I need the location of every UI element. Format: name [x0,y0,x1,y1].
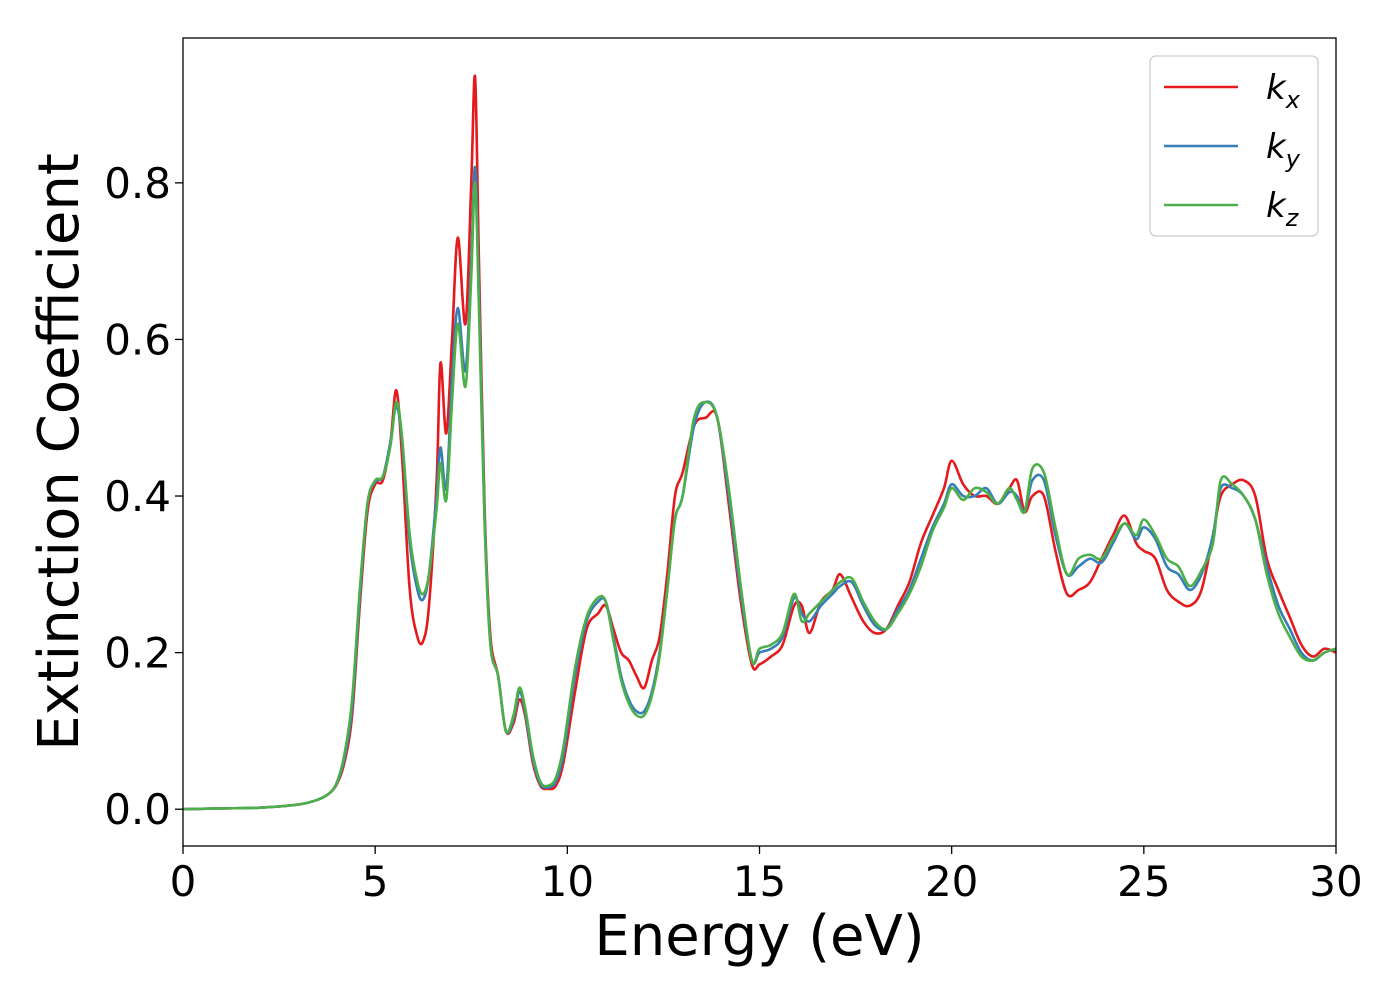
x-tick-label: 30 [1309,857,1362,906]
x-tick-label: 25 [1117,857,1170,906]
legend-label-kx: kx [1266,68,1301,114]
y-tick-label: 0.4 [104,472,171,521]
series-line-kz [183,181,1336,811]
x-tick-label: 0 [170,857,197,906]
x-axis: 0 5 10 15 20 25 30 [170,846,1363,906]
x-tick-label: 5 [362,857,389,906]
y-tick-label: 0.0 [104,785,171,834]
x-axis-label: Energy (eV) [594,904,924,969]
series-layer [183,74,1336,811]
y-tick-label: 0.2 [104,629,171,678]
x-tick-label: 10 [541,857,594,906]
y-tick-label: 0.6 [104,315,171,364]
x-tick-label: 20 [925,857,978,906]
y-tick-label: 0.8 [104,159,171,208]
legend-label-ky: ky [1266,127,1301,173]
y-axis-label: Extinction Coefficient [27,153,92,751]
plot-frame [182,37,1337,847]
legend-label-kz: kz [1266,186,1300,232]
y-axis: 0.0 0.2 0.4 0.6 0.8 [104,159,183,834]
legend: kx ky kz [1149,55,1319,237]
x-tick-label: 15 [733,857,786,906]
